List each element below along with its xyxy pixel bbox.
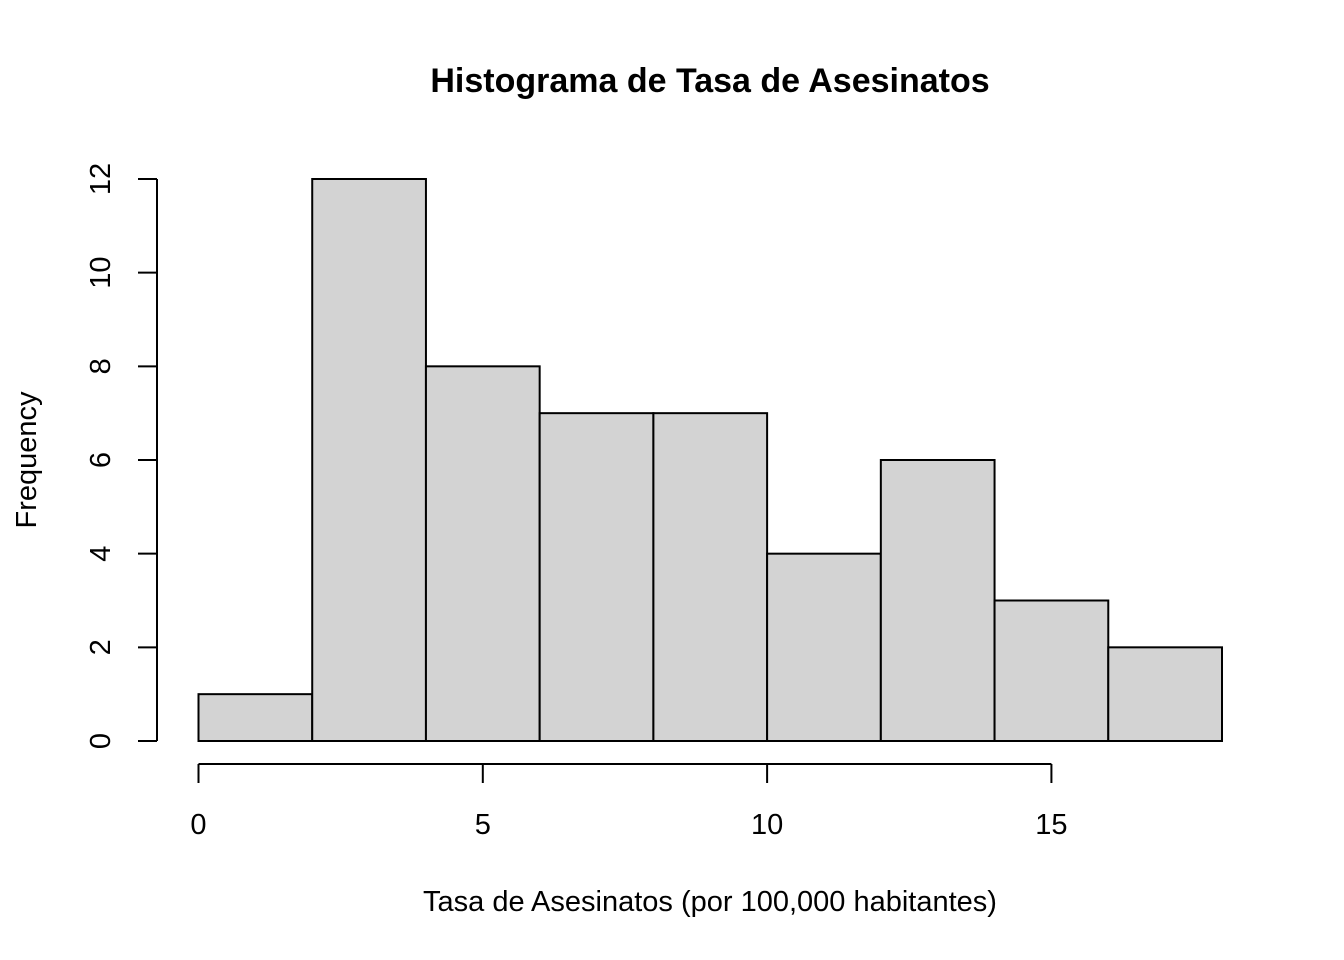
x-axis-label: Tasa de Asesinatos (por 100,000 habitant… [423,886,997,918]
y-tick-label-6: 12 [85,163,117,195]
y-tick-label-0: 0 [85,733,117,749]
x-tick-label-3: 15 [1035,809,1067,841]
x-tick-label-2: 10 [751,809,783,841]
y-tick-label-4: 8 [85,358,117,374]
chart-title: Histograma de Tasa de Asesinatos [430,62,989,100]
x-tick-label-1: 5 [475,809,491,841]
bars-group [197,178,1224,743]
y-tick-label-1: 2 [85,639,117,655]
histogram-bar-2 [424,365,541,742]
histogram-bar-3 [538,412,655,742]
histogram-bar-4 [652,412,769,742]
histogram-bar-5 [766,552,882,743]
y-axis: 0 2 4 6 8 10 12 [85,163,158,749]
histogram-bar-0 [197,693,314,743]
histogram-bar-6 [879,459,996,742]
y-tick-label-2: 4 [85,546,117,562]
x-tick-label-0: 0 [190,809,206,841]
y-axis-label: Frequency [11,391,43,529]
histogram-bar-1 [311,178,427,742]
x-axis: 0 5 10 15 [190,763,1068,841]
histogram-bar-7 [993,599,1110,742]
y-tick-label-3: 6 [85,452,117,468]
histogram-bar-8 [1107,646,1224,742]
y-tick-label-5: 10 [85,257,117,289]
